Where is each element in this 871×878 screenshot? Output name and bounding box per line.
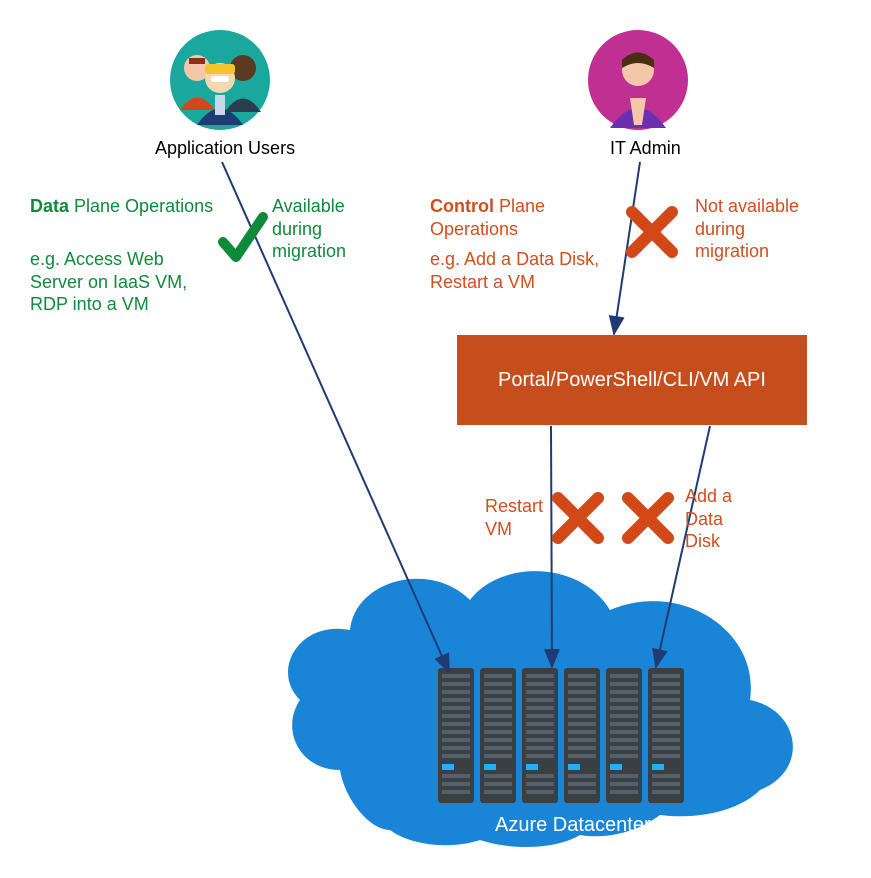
x-icon-top — [632, 212, 672, 252]
check-icon — [223, 217, 263, 257]
data-plane-status: Available during migration — [272, 195, 392, 263]
control-plane-example: e.g. Add a Data Disk, Restart a VM — [430, 248, 615, 293]
add-data-disk-label: Add a Data Disk — [685, 485, 745, 553]
data-plane-example: e.g. Access Web Server on IaaS VM, RDP i… — [30, 248, 220, 316]
it-admin-icon — [588, 30, 688, 130]
control-plane-title: Control Plane Operations — [430, 195, 615, 240]
api-box-label: Portal/PowerShell/CLI/VM API — [457, 335, 807, 425]
data-plane-title-bold: Data — [30, 196, 69, 216]
restart-vm-label: Restart VM — [485, 495, 560, 540]
x-icon-adddisk — [628, 498, 668, 538]
application-users-icon — [170, 30, 270, 130]
control-plane-status: Not available during migration — [695, 195, 815, 263]
application-users-label: Application Users — [155, 138, 295, 159]
diagram-canvas — [0, 0, 871, 878]
azure-datacenter-label: Azure Datacenter — [495, 814, 651, 837]
data-plane-title: Data Plane Operations — [30, 195, 220, 218]
x-icon-restart — [558, 498, 598, 538]
edge-apibox-left — [551, 426, 552, 667]
control-plane-title-bold: Control — [430, 196, 494, 216]
data-plane-title-rest: Plane Operations — [69, 196, 213, 216]
it-admin-label: IT Admin — [610, 138, 681, 159]
